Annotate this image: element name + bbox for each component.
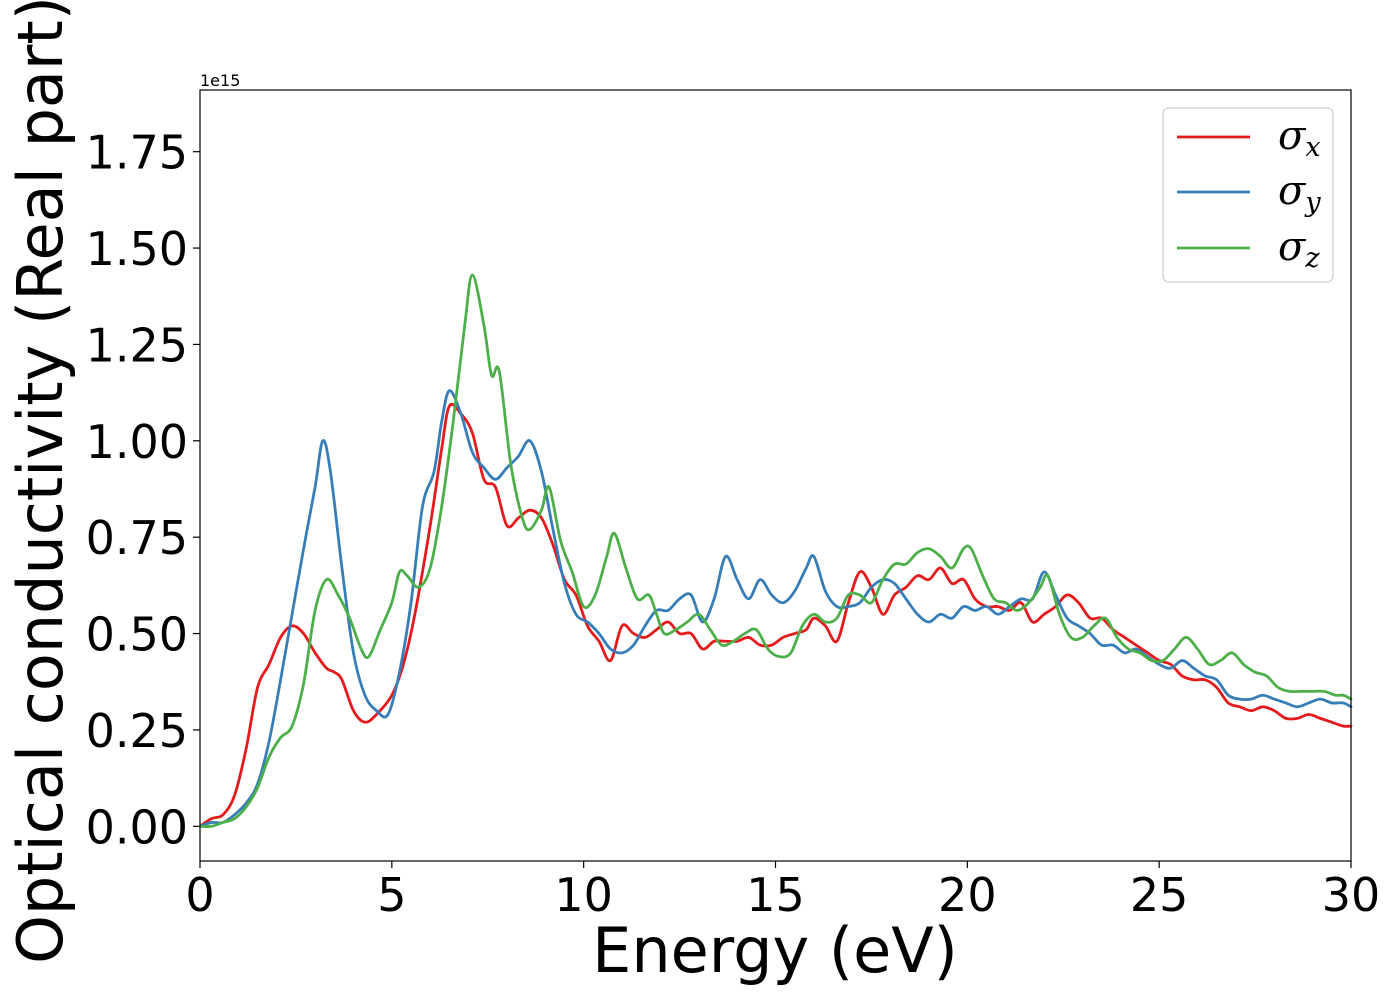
legend-label-x: σx	[1278, 113, 1321, 163]
x-axis-ticks: 0 5 10 15 20 25 30	[185, 861, 1380, 922]
x-tick-label: 15	[746, 868, 805, 922]
legend-box	[1162, 107, 1334, 283]
y-tick-label: 0.50	[86, 608, 188, 662]
series-line-z	[198, 273, 1353, 828]
y-tick-label: 1.75	[86, 126, 188, 180]
y-axis-ticks: 0.00 0.25 0.50 0.75 1.00 1.25 1.50 1.75	[86, 126, 200, 854]
y-tick-label: 0.00	[86, 800, 188, 854]
series-line-x	[198, 402, 1353, 828]
y-tick-label: 0.75	[86, 511, 188, 565]
x-tick-label: 5	[377, 868, 406, 922]
plot-frame	[199, 89, 1352, 862]
x-axis-title: Energy (eV)	[592, 914, 958, 987]
y-tick-label: 1.00	[86, 415, 188, 469]
y-axis-title: Optical conductivity (Real part)	[4, 0, 77, 964]
x-tick-label: 25	[1130, 868, 1189, 922]
y-tick-label: 1.50	[86, 222, 188, 276]
x-tick-label: 10	[554, 868, 613, 922]
y-offset-label: 1e15	[200, 71, 240, 90]
legend-label-z: σz	[1278, 224, 1320, 274]
y-tick-label: 0.25	[86, 704, 188, 758]
legend-label-y: σy	[1278, 168, 1321, 218]
x-tick-label: 0	[185, 868, 214, 922]
series-lines	[198, 273, 1353, 828]
x-tick-label: 20	[938, 868, 997, 922]
x-tick-label: 30	[1322, 868, 1381, 922]
series-line-y	[198, 389, 1353, 828]
y-tick-label: 1.25	[86, 318, 188, 372]
